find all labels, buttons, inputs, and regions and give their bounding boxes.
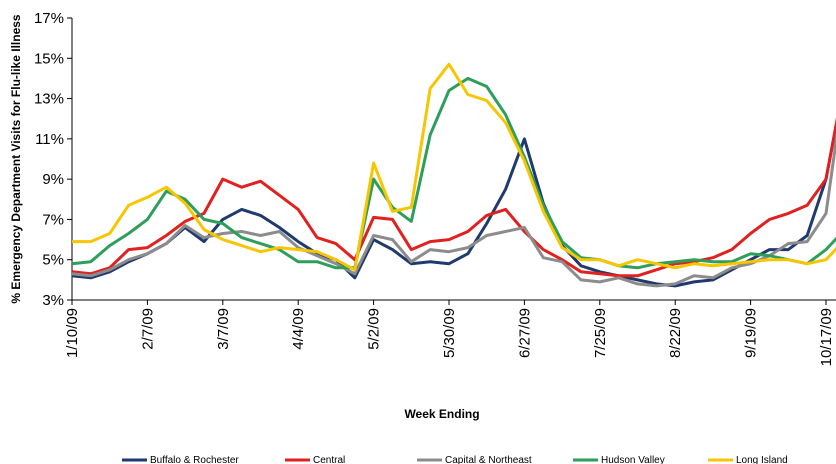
series-line [72,62,836,272]
legend-label: Capital & Northeast [445,455,532,464]
series-line [71,117,836,288]
x-axis-title: Week Ending [404,407,479,421]
legend-label: Central [313,455,345,464]
x-tick-label: 6/27/09 [516,308,533,358]
x-tick-label: 5/2/09 [366,308,383,350]
y-tick-label: 13% [34,91,64,108]
series-line [71,117,836,278]
y-tick-label: 9% [42,171,64,188]
y-tick-label: 5% [42,252,64,269]
x-tick-label: 2/7/09 [139,308,156,350]
legend-label: Long Island [736,455,788,464]
y-tick-label: 11% [35,131,64,148]
legend-label: Buffalo & Rochester [150,455,239,464]
legend-label: Hudson Valley [601,455,665,464]
y-tick-label: 15% [34,50,64,67]
x-tick-label: 9/19/09 [743,308,760,358]
y-axis-title: % Emergency Department Visits for Flu-li… [9,14,23,304]
series-line [71,131,836,288]
plot-area [71,62,836,288]
x-tick-label: 4/4/09 [290,308,307,350]
x-tick-label: 1/10/09 [64,308,81,358]
series-line [71,76,836,270]
y-tick-label: 3% [42,292,64,309]
x-tick-label: 8/22/09 [667,308,684,358]
x-tick-label: 3/7/09 [215,308,232,350]
x-tick-label: 10/17/09 [818,308,835,366]
x-tick-label: 7/25/09 [592,308,609,358]
y-tick-label: 17% [34,10,64,27]
y-tick-label: 7% [42,211,64,228]
x-tick-label: 5/30/09 [441,308,458,358]
